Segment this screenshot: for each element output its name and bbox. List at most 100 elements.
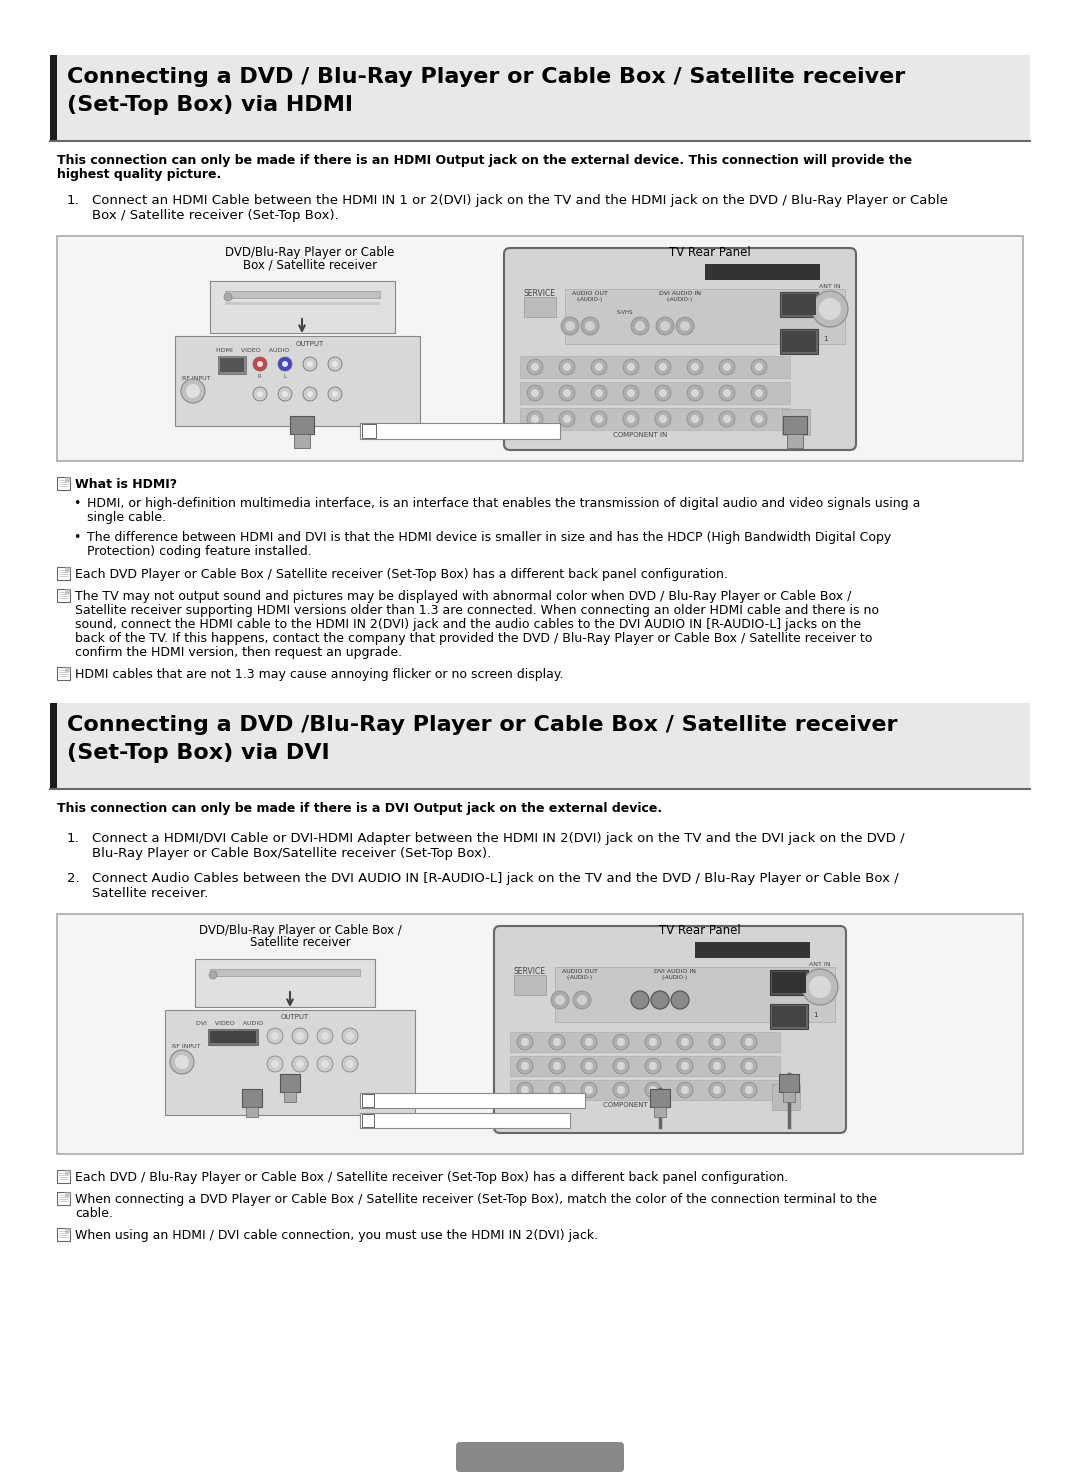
Text: (-AUDIO-): (-AUDIO-) — [662, 975, 688, 980]
Circle shape — [659, 363, 667, 370]
Bar — [50, 702, 1030, 788]
Circle shape — [521, 1037, 529, 1046]
Text: SERVICE: SERVICE — [524, 289, 556, 298]
Text: Box / Satellite receiver: Box / Satellite receiver — [243, 258, 377, 271]
Circle shape — [651, 991, 669, 1009]
Text: HDMI IN: HDMI IN — [731, 943, 773, 951]
Circle shape — [531, 388, 539, 397]
Circle shape — [751, 359, 767, 375]
Circle shape — [654, 359, 671, 375]
Text: (Set-Top Box) via HDMI: (Set-Top Box) via HDMI — [67, 95, 353, 116]
Circle shape — [573, 991, 591, 1009]
Circle shape — [631, 317, 649, 335]
Circle shape — [719, 411, 735, 427]
Circle shape — [645, 1034, 661, 1051]
Circle shape — [581, 1058, 597, 1074]
Circle shape — [307, 391, 313, 397]
Text: Satellite receiver supporting HDMI versions older than 1.3 are connected. When c: Satellite receiver supporting HDMI versi… — [75, 605, 879, 617]
Bar — [195, 959, 375, 1006]
Bar — [218, 356, 246, 373]
Bar — [783, 1092, 795, 1103]
Bar — [210, 282, 395, 333]
Circle shape — [745, 1063, 753, 1070]
Bar — [65, 568, 70, 572]
Text: Satellite receiver.: Satellite receiver. — [92, 888, 208, 900]
Bar — [696, 943, 810, 957]
Text: HDMI    VIDEO    AUDIO: HDMI VIDEO AUDIO — [216, 348, 289, 353]
Circle shape — [819, 298, 841, 320]
Bar — [57, 236, 1023, 461]
Text: COMPONENT IN: COMPONENT IN — [603, 1103, 657, 1109]
Text: When using an HDMI / DVI cable connection, you must use the HDMI IN 2(DVI) jack.: When using an HDMI / DVI cable connectio… — [75, 1229, 598, 1242]
Text: RF INPUT: RF INPUT — [172, 1043, 201, 1049]
Text: confirm the HDMI version, then request an upgrade.: confirm the HDMI version, then request a… — [75, 646, 402, 659]
Circle shape — [627, 415, 635, 422]
Text: Box / Satellite receiver (Set-Top Box).: Box / Satellite receiver (Set-Top Box). — [92, 209, 339, 222]
Bar — [294, 434, 310, 448]
Circle shape — [656, 317, 674, 335]
Circle shape — [175, 1055, 189, 1069]
Circle shape — [595, 388, 603, 397]
Circle shape — [671, 991, 689, 1009]
Bar — [770, 1003, 808, 1029]
Circle shape — [267, 1029, 283, 1043]
Circle shape — [318, 1057, 333, 1071]
Text: Each DVD Player or Cable Box / Satellite receiver (Set-Top Box) has a different : Each DVD Player or Cable Box / Satellite… — [75, 568, 728, 581]
Bar — [654, 1107, 666, 1117]
Circle shape — [741, 1034, 757, 1051]
Circle shape — [271, 1031, 279, 1040]
Text: OUTPUT: OUTPUT — [296, 341, 324, 347]
Bar — [65, 588, 70, 594]
Text: cable.: cable. — [75, 1206, 113, 1220]
Bar — [220, 359, 244, 372]
Circle shape — [677, 1034, 693, 1051]
Circle shape — [581, 1082, 597, 1098]
Bar — [57, 1192, 70, 1205]
Bar — [210, 1031, 256, 1043]
Bar — [782, 409, 810, 436]
Bar — [510, 1057, 780, 1076]
Bar — [65, 1192, 70, 1197]
Circle shape — [687, 385, 703, 402]
Circle shape — [691, 363, 699, 370]
Circle shape — [623, 359, 639, 375]
Bar — [565, 289, 845, 344]
Bar — [780, 329, 818, 354]
Bar — [705, 264, 820, 280]
Circle shape — [186, 384, 200, 399]
Bar — [360, 1113, 570, 1128]
Text: L: L — [283, 373, 286, 379]
Circle shape — [627, 363, 635, 370]
Circle shape — [635, 994, 645, 1005]
Bar — [555, 966, 835, 1023]
Bar — [57, 477, 70, 491]
Circle shape — [257, 362, 264, 368]
Text: (Set-Top Box) via DVI: (Set-Top Box) via DVI — [67, 742, 329, 763]
Circle shape — [708, 1034, 725, 1051]
Circle shape — [755, 415, 762, 422]
Text: Blu-Ray Player or Cable Box/Satellite receiver (Set-Top Box).: Blu-Ray Player or Cable Box/Satellite re… — [92, 848, 491, 860]
Circle shape — [723, 388, 731, 397]
Bar — [519, 382, 789, 405]
Circle shape — [613, 1058, 629, 1074]
Text: 1: 1 — [366, 428, 373, 439]
Circle shape — [671, 991, 689, 1009]
Circle shape — [549, 1034, 565, 1051]
Circle shape — [517, 1058, 534, 1074]
Bar — [242, 1089, 262, 1107]
Text: HDMI IN: HDMI IN — [741, 265, 783, 274]
Circle shape — [531, 415, 539, 422]
Circle shape — [517, 1034, 534, 1051]
Circle shape — [549, 1058, 565, 1074]
Bar — [280, 1074, 300, 1092]
Circle shape — [561, 317, 579, 335]
Circle shape — [675, 994, 685, 1005]
Text: 1.: 1. — [67, 194, 80, 207]
Circle shape — [581, 317, 599, 335]
Circle shape — [719, 359, 735, 375]
Text: single cable.: single cable. — [87, 511, 166, 525]
Bar — [57, 568, 70, 579]
Circle shape — [802, 969, 838, 1005]
Circle shape — [741, 1058, 757, 1074]
Circle shape — [553, 1086, 561, 1094]
